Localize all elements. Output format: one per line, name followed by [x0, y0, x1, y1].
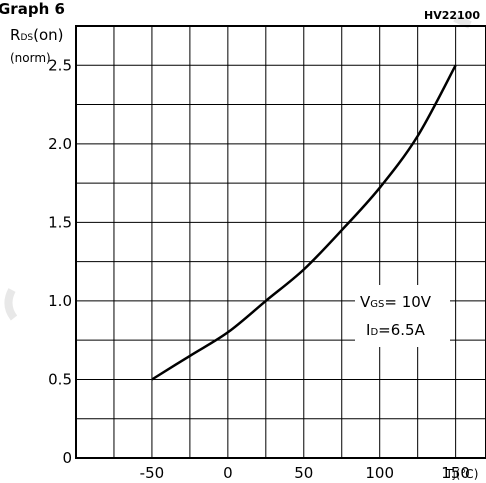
grid — [76, 26, 486, 458]
id-sub: D — [370, 327, 378, 338]
y-axis-title-main: R — [10, 26, 20, 44]
x-axis-title: TJ(℃) — [445, 467, 479, 481]
id-annotation: ID=6.5A — [366, 321, 426, 339]
x-tick-labels: -50 0 50 100 150 — [140, 464, 470, 482]
figure-code: HV22100 — [424, 9, 480, 22]
vgs-sub: GS — [370, 299, 384, 310]
y-tick-label: 0.5 — [48, 370, 72, 388]
y-axis-title-tail: (on) — [33, 26, 63, 44]
y-tick-label: 0 — [62, 449, 72, 467]
annotation-background — [355, 285, 450, 347]
x-tick-label: 150 — [441, 464, 470, 482]
y-tick-label: 1.0 — [48, 292, 72, 310]
vgs-main: V — [360, 293, 371, 311]
x-axis-title-tail: (℃) — [456, 467, 479, 481]
y-axis-subtitle: (norm) — [10, 51, 51, 65]
watermark — [4, 14, 472, 321]
x-axis-title-main: T — [445, 467, 454, 481]
y-tick-label: 1.5 — [48, 213, 72, 231]
conditions-annotation: VGS= 10V ID=6.5A — [355, 285, 450, 347]
vgs-annotation: VGS= 10V — [360, 293, 432, 311]
y-axis-title: RDS(on) — [10, 26, 63, 44]
series-group — [151, 64, 457, 381]
series-line — [151, 64, 457, 381]
y-tick-label: 2.0 — [48, 135, 72, 153]
id-main: I — [366, 321, 370, 339]
x-axis-title-sub: J — [452, 471, 456, 481]
y-tick-labels: 0 0.5 1.0 1.5 2.0 2.5 — [48, 56, 72, 467]
plot-frame — [75, 25, 486, 459]
x-tick-label: 100 — [365, 464, 394, 482]
x-tick-label: -50 — [140, 464, 165, 482]
x-tick-label: 50 — [294, 464, 313, 482]
x-tick-label: 0 — [223, 464, 233, 482]
header-fragment: Graph 6 — [0, 0, 65, 18]
y-tick-label: 2.5 — [48, 56, 72, 74]
vgs-value: = 10V — [384, 293, 431, 311]
y-axis-title-sub: DS — [20, 33, 33, 43]
id-value: =6.5A — [378, 321, 425, 339]
